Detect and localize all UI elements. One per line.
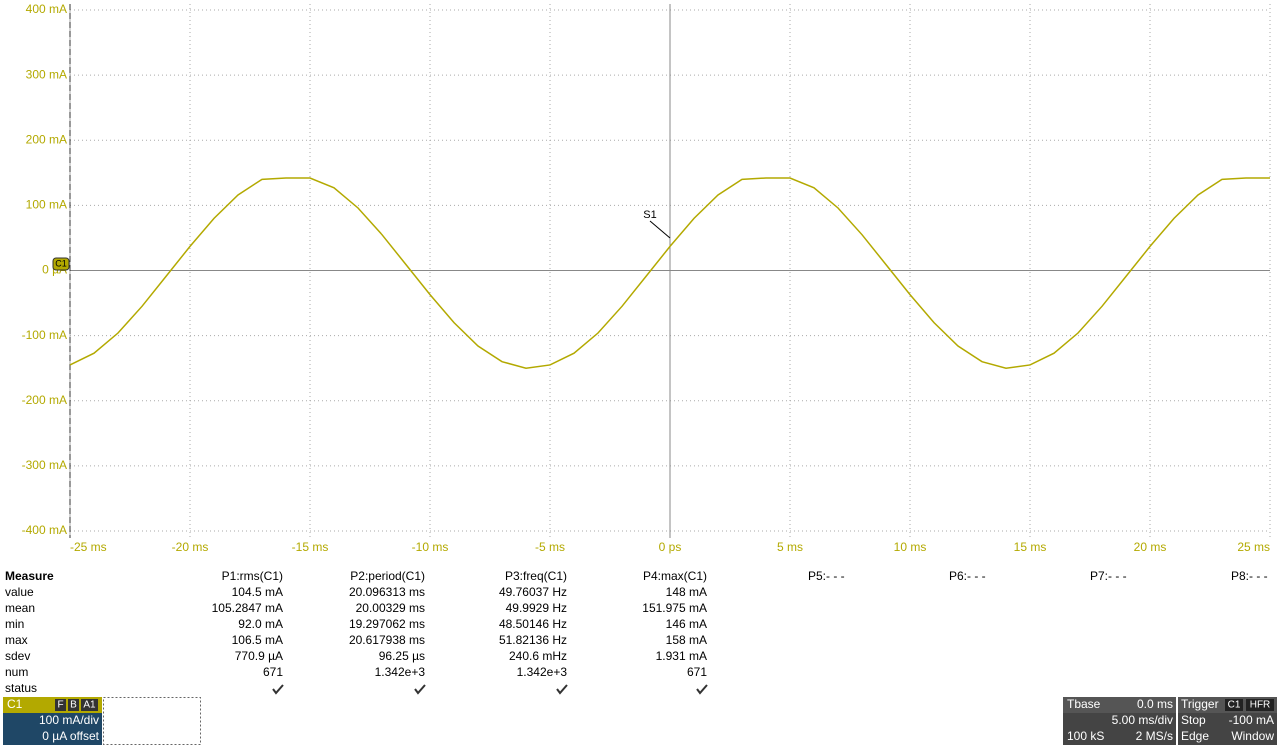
y-tick-label: 200 mA — [26, 132, 67, 146]
trigger-slope: Window — [1231, 729, 1274, 743]
badge: F — [57, 700, 63, 711]
status-check — [272, 684, 284, 695]
measure-value: 51.82136 Hz — [499, 633, 567, 647]
channel-body[interactable] — [3, 713, 102, 745]
timebase-samples: 100 kS — [1067, 729, 1104, 743]
y-tick-label: -300 mA — [22, 458, 67, 472]
status-check — [696, 684, 708, 695]
x-tick-label: 0 ps — [659, 540, 682, 554]
x-tick-label: 15 ms — [1014, 540, 1047, 554]
measure-value: 240.6 mHz — [509, 649, 567, 663]
x-tick-label: -25 ms — [70, 540, 107, 554]
y-tick-label: 300 mA — [26, 67, 67, 81]
trigger-mode: Stop — [1181, 713, 1206, 727]
measure-value: 151.975 mA — [642, 601, 707, 615]
y-tick-label: -400 mA — [22, 523, 67, 537]
timebase-rate: 2 MS/s — [1136, 729, 1173, 743]
x-tick-label: -10 ms — [412, 540, 449, 554]
measure-value: 20.00329 ms — [356, 601, 425, 615]
measure-header: P7:- - - — [1090, 569, 1127, 583]
trigger-type: Edge — [1181, 729, 1209, 743]
trigger-coupling: HFR — [1250, 700, 1271, 711]
measure-header: P6:- - - — [949, 569, 986, 583]
measure-value: 148 mA — [666, 585, 707, 599]
y-tick-label: 400 mA — [26, 2, 67, 16]
measure-value: 671 — [263, 665, 283, 679]
measure-title: Measure — [5, 569, 54, 583]
badge: A1 — [83, 700, 96, 711]
timebase-delay: 0.0 ms — [1137, 697, 1173, 711]
measure-header: P3:freq(C1) — [505, 569, 567, 583]
measure-value: 20.096313 ms — [349, 585, 425, 599]
empty-slot[interactable] — [103, 697, 201, 745]
measure-value: 49.76037 Hz — [499, 585, 567, 599]
measure-value: 105.2847 mA — [212, 601, 283, 615]
measure-row-label: value — [5, 585, 34, 599]
measure-value: 96.25 µs — [379, 649, 425, 663]
trigger-title: Trigger — [1181, 697, 1219, 711]
trace-marker — [52, 257, 70, 271]
trigger-source: C1 — [1228, 700, 1241, 711]
measure-value: 146 mA — [666, 617, 707, 631]
measure-value: 19.297062 ms — [349, 617, 425, 631]
trigger-level: -100 mA — [1229, 713, 1274, 727]
y-tick-label: -200 mA — [22, 393, 67, 407]
measure-row-label: mean — [5, 601, 35, 615]
measure-value: 20.617938 ms — [349, 633, 425, 647]
x-tick-label: 25 ms — [1237, 540, 1270, 554]
measure-header: P2:period(C1) — [350, 569, 425, 583]
channel-scale: 100 mA/div — [39, 713, 99, 727]
measure-value: 49.9929 Hz — [506, 601, 567, 615]
x-tick-label: 5 ms — [777, 540, 803, 554]
x-tick-label: -20 ms — [172, 540, 209, 554]
badge: B — [70, 700, 77, 711]
status-check — [414, 684, 426, 695]
measure-header: P8:- - - — [1231, 569, 1268, 583]
measure-row-label: max — [5, 633, 28, 647]
measure-header: P5:- - - — [808, 569, 845, 583]
measure-row-label: num — [5, 665, 28, 679]
measure-header: P1:rms(C1) — [222, 569, 283, 583]
timebase-scale: 5.00 ms/div — [1112, 713, 1173, 727]
measure-row-label: sdev — [5, 649, 30, 663]
measure-row-label: status — [5, 681, 37, 695]
x-tick-label: -15 ms — [292, 540, 329, 554]
x-tick-label: 20 ms — [1134, 540, 1167, 554]
measure-value: 770.9 µA — [235, 649, 283, 663]
measure-value: 106.5 mA — [232, 633, 283, 647]
measure-value: 671 — [687, 665, 707, 679]
measure-value: 104.5 mA — [232, 585, 283, 599]
measure-value: 1.342e+3 — [375, 665, 426, 679]
annotation: S1 — [643, 209, 656, 221]
status-check — [556, 684, 568, 695]
measure-value: 1.931 mA — [656, 649, 707, 663]
x-tick-label: -5 ms — [535, 540, 565, 554]
measure-value: 48.50146 Hz — [499, 617, 567, 631]
y-tick-label: 100 mA — [26, 198, 67, 212]
measure-value: 158 mA — [666, 633, 707, 647]
measure-value: 1.342e+3 — [517, 665, 568, 679]
y-tick-label: -100 mA — [22, 328, 67, 342]
measure-header: P4:max(C1) — [643, 569, 707, 583]
timebase-title: Tbase — [1067, 697, 1101, 711]
waveform — [69, 177, 1270, 369]
trace-label: C1 — [55, 258, 67, 268]
channel-name: C1 — [7, 697, 23, 711]
measure-value: 92.0 mA — [238, 617, 283, 631]
measure-row-label: min — [5, 617, 24, 631]
x-tick-label: 10 ms — [894, 540, 927, 554]
annotation-leader — [649, 220, 671, 239]
channel-offset: 0 µA offset — [42, 729, 99, 743]
